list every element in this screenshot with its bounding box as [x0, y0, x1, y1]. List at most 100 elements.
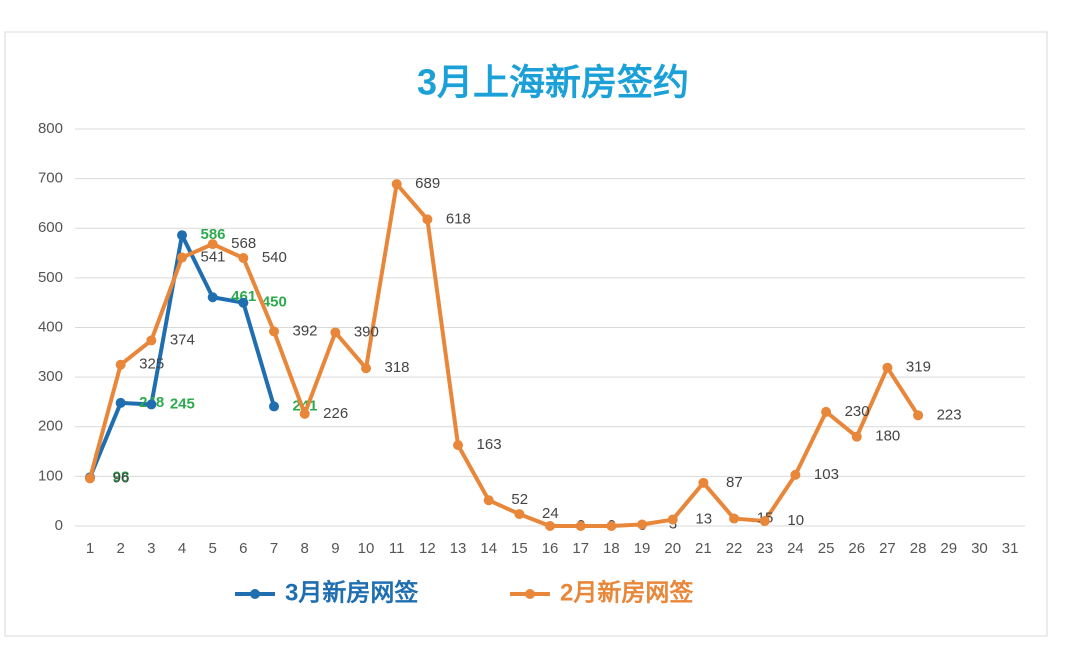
- data-label: 450: [262, 294, 287, 311]
- y-tick-label: 300: [38, 368, 63, 385]
- data-label: 318: [385, 359, 410, 376]
- data-label: 87: [726, 474, 743, 491]
- point: [453, 440, 464, 451]
- y-tick-label: 800: [38, 120, 63, 137]
- point: [422, 214, 433, 225]
- point: [146, 399, 157, 410]
- point: [913, 410, 924, 421]
- point: [483, 495, 494, 506]
- x-tick-label: 19: [634, 540, 651, 557]
- data-label: 163: [477, 436, 502, 453]
- x-tick-label: 23: [756, 540, 773, 557]
- y-tick-label: 0: [55, 517, 63, 534]
- x-tick-label: 1: [86, 540, 94, 557]
- data-label: 374: [170, 331, 195, 348]
- y-tick-label: 600: [38, 219, 63, 236]
- y-tick-label: 700: [38, 170, 63, 187]
- data-label: 461: [231, 288, 256, 305]
- x-tick-label: 29: [940, 540, 957, 557]
- point: [85, 473, 95, 484]
- point: [361, 363, 372, 374]
- point: [759, 516, 770, 527]
- data-label: 226: [323, 405, 348, 422]
- data-label: 180: [875, 428, 900, 445]
- legend-marker: [250, 589, 260, 599]
- x-tick-label: 11: [389, 540, 405, 557]
- legend-label: 3月新房网签: [285, 578, 419, 606]
- x-tick-label: 12: [419, 540, 436, 557]
- point: [882, 362, 893, 373]
- x-tick-label: 8: [301, 540, 309, 557]
- y-tick-label: 400: [38, 318, 63, 335]
- point: [729, 513, 740, 524]
- data-label: 96: [113, 469, 130, 486]
- x-tick-label: 15: [511, 540, 528, 557]
- x-tick-label: 28: [910, 540, 927, 557]
- y-tick-label: 200: [38, 418, 63, 435]
- data-label: 245: [170, 395, 195, 412]
- chart-frame: [4, 31, 1048, 637]
- point: [299, 408, 310, 419]
- x-tick-label: 5: [209, 540, 217, 557]
- point: [238, 297, 249, 308]
- point: [821, 406, 832, 417]
- x-tick-label: 10: [358, 540, 375, 557]
- x-tick-label: 16: [542, 540, 559, 557]
- y-tick-label: 100: [38, 467, 63, 484]
- point: [238, 253, 249, 264]
- data-label: 390: [354, 323, 379, 340]
- x-tick-label: 14: [480, 540, 497, 557]
- point: [269, 401, 280, 412]
- point: [146, 335, 157, 346]
- data-label: 98: [113, 468, 130, 485]
- data-label: 52: [511, 491, 528, 508]
- legend-label: 2月新房网签: [560, 578, 694, 606]
- chart-title: 3月上海新房签约: [417, 62, 689, 103]
- point: [115, 359, 126, 370]
- point: [177, 252, 188, 263]
- point: [391, 179, 402, 190]
- data-label: 103: [814, 466, 839, 483]
- data-label: 319: [906, 359, 931, 376]
- data-label: 541: [200, 248, 225, 265]
- x-tick-label: 9: [331, 540, 339, 557]
- data-label: 325: [139, 356, 164, 373]
- point: [545, 521, 556, 531]
- y-tick-label: 500: [38, 269, 63, 286]
- point: [851, 431, 862, 442]
- data-label: 568: [231, 235, 256, 252]
- x-tick-label: 25: [818, 540, 835, 557]
- legend-marker: [525, 589, 535, 599]
- x-tick-label: 31: [1002, 540, 1019, 557]
- x-tick-label: 13: [450, 540, 467, 557]
- point: [790, 469, 801, 480]
- data-label: 223: [937, 406, 962, 423]
- series-line: [88, 182, 920, 528]
- x-tick-label: 18: [603, 540, 620, 557]
- point: [269, 326, 280, 337]
- x-tick-label: 3: [147, 540, 155, 557]
- x-tick-label: 26: [848, 540, 865, 557]
- x-tick-label: 27: [879, 540, 896, 557]
- point: [207, 239, 218, 250]
- data-label: 10: [787, 512, 804, 529]
- x-tick-label: 17: [572, 540, 589, 557]
- point: [207, 292, 218, 303]
- x-tick-label: 30: [971, 540, 988, 557]
- x-tick-label: 24: [787, 540, 804, 557]
- point: [575, 521, 586, 531]
- point: [177, 230, 188, 241]
- x-tick-label: 6: [239, 540, 247, 557]
- data-label: 689: [415, 175, 440, 192]
- point: [637, 519, 648, 530]
- x-tick-label: 22: [726, 540, 743, 557]
- data-label: 13: [695, 511, 712, 528]
- point: [606, 521, 617, 531]
- data-label: 540: [262, 249, 287, 266]
- x-tick-label: 21: [695, 540, 712, 557]
- x-tick-label: 2: [116, 540, 124, 557]
- x-tick-label: 4: [178, 540, 186, 557]
- point: [330, 327, 341, 338]
- point: [115, 397, 126, 408]
